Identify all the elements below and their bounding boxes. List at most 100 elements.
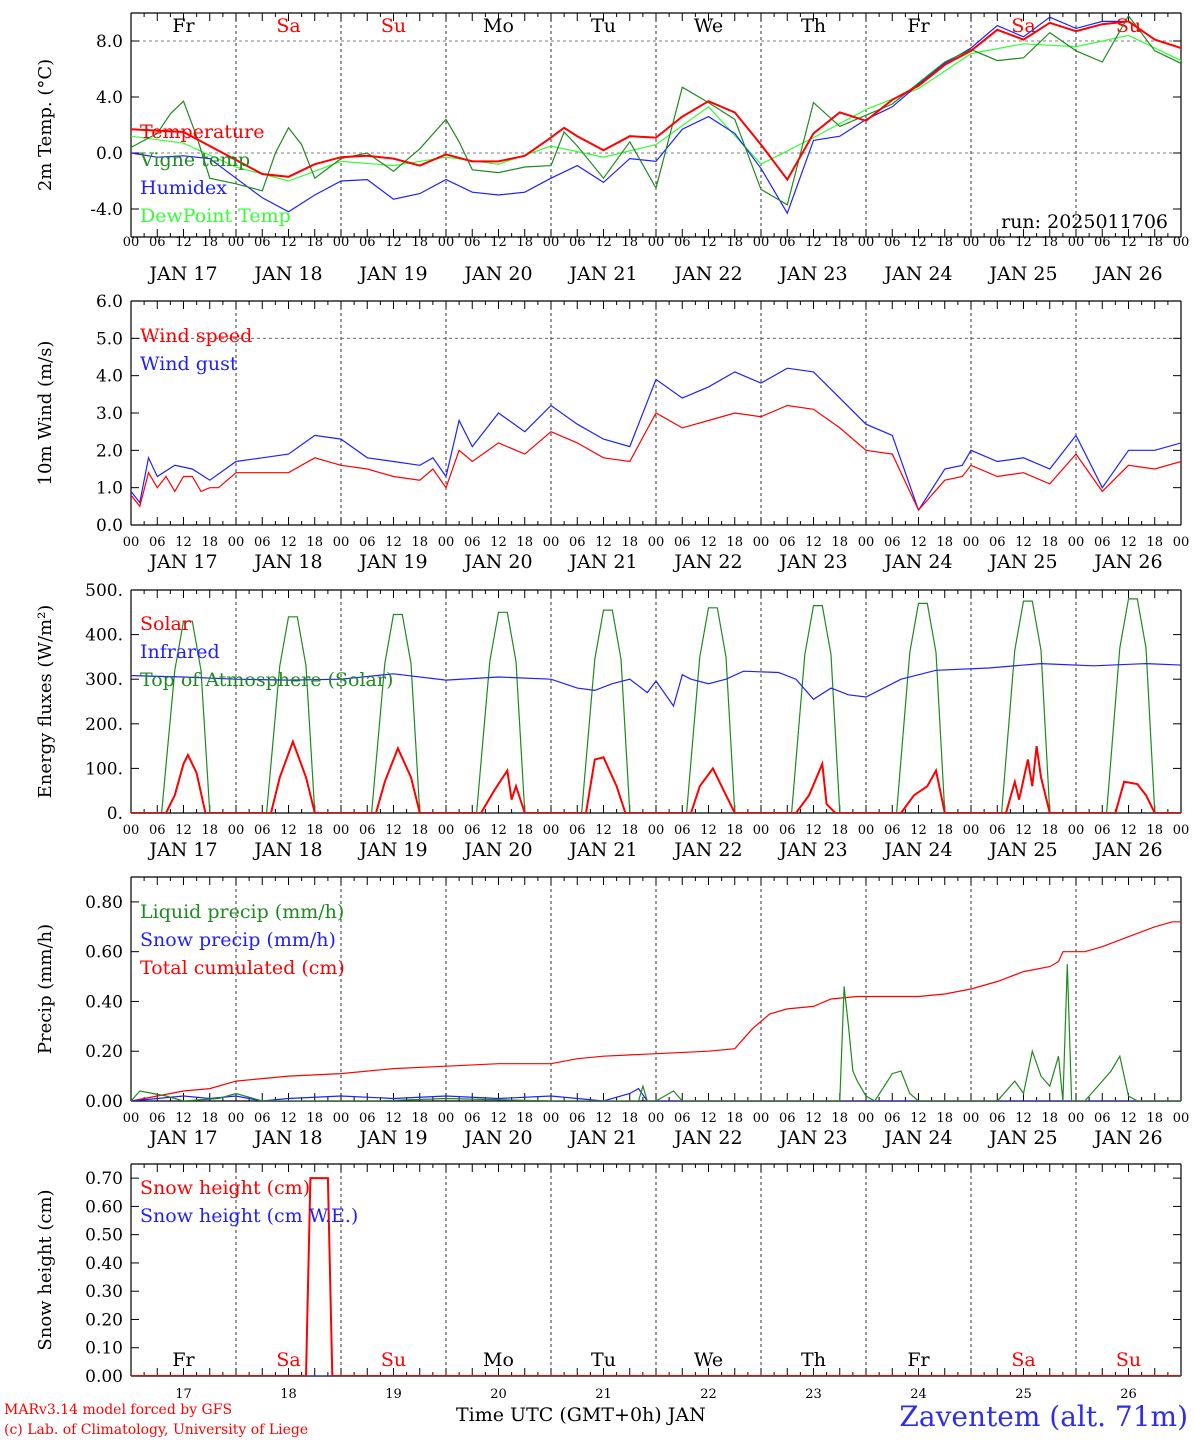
hour-tick-label: 06	[359, 823, 376, 838]
y-tick-label: 0.60	[85, 943, 123, 963]
hour-tick-label: 18	[936, 535, 953, 550]
hour-tick-label: 12	[1015, 235, 1032, 250]
hour-tick-label: 12	[175, 1111, 192, 1126]
date-label: JAN 25	[987, 263, 1057, 285]
bottom-date-label: 20	[490, 1387, 507, 1402]
hour-tick-label: 00	[963, 235, 980, 250]
date-label: JAN 25	[987, 1127, 1057, 1149]
hour-tick-label: 00	[333, 823, 350, 838]
hour-tick-label: 18	[936, 235, 953, 250]
weekday-label: Su	[381, 1349, 406, 1371]
hour-tick-label: 18	[621, 1111, 638, 1126]
date-label: JAN 22	[672, 839, 742, 861]
hour-tick-label: 06	[779, 823, 796, 838]
date-label: JAN 26	[1092, 839, 1162, 861]
hour-tick-label: 12	[1120, 235, 1137, 250]
hour-tick-label: 00	[123, 535, 140, 550]
legend-label: Snow precip (mm/h)	[140, 929, 336, 951]
hour-tick-label: 12	[385, 235, 402, 250]
legend-label: Vigne temp	[139, 149, 250, 171]
hour-tick-label: 12	[700, 823, 717, 838]
hour-tick-label: 06	[1094, 535, 1111, 550]
hour-tick-label: 06	[359, 1111, 376, 1126]
hour-tick-label: 00	[438, 1111, 455, 1126]
date-label: JAN 22	[672, 1127, 742, 1149]
date-label: JAN 24	[882, 551, 952, 573]
hour-tick-label: 12	[490, 235, 507, 250]
hour-tick-label: 00	[543, 1111, 560, 1126]
hour-tick-label: 00	[1068, 535, 1085, 550]
bottom-date-label: 22	[700, 1387, 717, 1402]
weekday-label: Su	[381, 15, 406, 37]
y-tick-label: 0.50	[85, 1226, 123, 1246]
hour-tick-label: 12	[595, 535, 612, 550]
hour-tick-label: 00	[858, 1111, 875, 1126]
weekday-label: Fr	[907, 1349, 930, 1371]
hour-tick-label: 06	[884, 1111, 901, 1126]
hour-tick-label: 18	[201, 535, 218, 550]
y-axis-label: 2m Temp. (°C)	[35, 59, 56, 191]
hour-tick-label: 12	[1120, 535, 1137, 550]
bottom-date-label: 26	[1120, 1387, 1137, 1402]
y-tick-label: 0.0	[96, 144, 123, 164]
hour-tick-label: 06	[1094, 1111, 1111, 1126]
hour-tick-label: 12	[805, 1111, 822, 1126]
hour-tick-label: 12	[595, 1111, 612, 1126]
hour-tick-label: 00	[333, 235, 350, 250]
hour-tick-label: 18	[621, 823, 638, 838]
hour-tick-label: 00	[543, 535, 560, 550]
hour-tick-label: 18	[411, 1111, 428, 1126]
y-tick-label: 6.0	[96, 292, 123, 312]
date-label: JAN 20	[462, 551, 532, 573]
hour-tick-label: 00	[648, 535, 665, 550]
date-label: JAN 17	[147, 551, 217, 573]
hour-tick-label: 00	[438, 535, 455, 550]
y-tick-label: 0.70	[85, 1169, 123, 1189]
hour-tick-label: 00	[858, 823, 875, 838]
footer-model-credit: MARv3.14 model forced by GFS	[4, 1402, 233, 1418]
legend-label: Wind gust	[140, 353, 238, 375]
hour-tick-label: 12	[1015, 1111, 1032, 1126]
weekday-label: Tu	[591, 15, 616, 37]
hour-tick-label: 12	[700, 1111, 717, 1126]
y-tick-label: 300.	[85, 670, 123, 690]
bottom-date-label: 18	[280, 1387, 297, 1402]
hour-tick-label: 18	[1041, 535, 1058, 550]
y-tick-label: 0.20	[85, 1310, 123, 1330]
hour-tick-label: 00	[123, 1111, 140, 1126]
hour-tick-label: 06	[569, 535, 586, 550]
hour-tick-label: 06	[779, 235, 796, 250]
series-line-vigne-temp	[131, 14, 1181, 206]
date-label: JAN 23	[777, 263, 847, 285]
hour-tick-label: 18	[1146, 535, 1163, 550]
legend-label: Infrared	[140, 641, 220, 663]
hour-tick-label: 12	[175, 235, 192, 250]
series-line-dewpoint-temp	[131, 34, 1181, 182]
hour-tick-label: 18	[1146, 1111, 1163, 1126]
hour-tick-label: 18	[201, 823, 218, 838]
y-tick-label: 2.0	[96, 441, 123, 461]
date-label: JAN 20	[462, 1127, 532, 1149]
hour-tick-label: 06	[464, 535, 481, 550]
y-tick-label: 0.60	[85, 1197, 123, 1217]
legend-label: Wind speed	[140, 325, 252, 347]
date-label: JAN 26	[1092, 551, 1162, 573]
hour-tick-label: 00	[858, 535, 875, 550]
hour-tick-label: 18	[411, 535, 428, 550]
y-axis-label: Snow height (cm)	[35, 1189, 56, 1350]
hour-tick-label: 12	[805, 823, 822, 838]
hour-tick-label: 06	[254, 235, 271, 250]
hour-tick-label: 12	[385, 535, 402, 550]
weekday-label: We	[694, 15, 723, 37]
hour-tick-label: 12	[385, 823, 402, 838]
hour-tick-label: 06	[464, 1111, 481, 1126]
hour-tick-label: 00	[228, 1111, 245, 1126]
bottom-date-label: 17	[175, 1387, 192, 1402]
date-label: JAN 21	[567, 1127, 637, 1149]
y-tick-label: 200.	[85, 715, 123, 735]
weekday-label: Fr	[172, 1349, 195, 1371]
series-line-snow-height-cm-	[131, 1177, 1181, 1376]
y-tick-label: 0.30	[85, 1282, 123, 1302]
hour-tick-label: 12	[1120, 823, 1137, 838]
hour-tick-label: 06	[884, 823, 901, 838]
